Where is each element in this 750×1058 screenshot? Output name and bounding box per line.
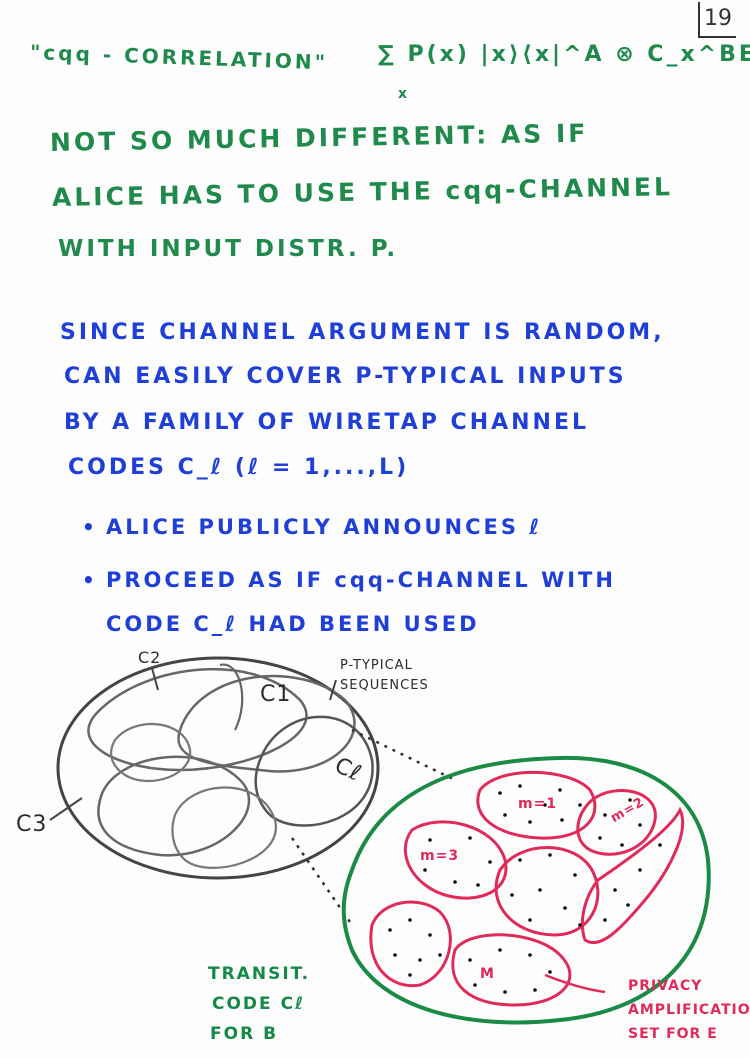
blob-m2 [576, 788, 657, 856]
blob-left [369, 900, 452, 988]
label-c3: C3 [16, 812, 48, 837]
code-set-c5 [110, 722, 192, 783]
c3-pointer [49, 797, 83, 821]
ptypical-pointer [329, 679, 337, 701]
blue-line-1: SINCE CHANNEL ARGUMENT IS RANDOM, [60, 320, 665, 345]
transit-line-2: CODE Cℓ [212, 994, 306, 1014]
privacy-line-1: PRIVACY [628, 978, 703, 994]
page-number: 19 [698, 2, 736, 38]
transit-line-3: FOR B [210, 1024, 279, 1044]
privacy-pointer [544, 973, 606, 994]
c2-pointer [151, 667, 159, 691]
blob-bottom-M [451, 933, 572, 1007]
blue-line-4: CODES C_ℓ (ℓ = 1,...,L) [68, 455, 410, 480]
bullet-2: PROCEED AS IF cqq-CHANNEL WITH [106, 568, 616, 592]
code-set-c6 [219, 663, 244, 731]
formula: ∑ P(x) |x⟩⟨x|^A ⊗ C_x^BE [378, 42, 750, 67]
label-m1: m=1 [518, 796, 558, 812]
label-c1: C1 [260, 682, 292, 707]
code-set-cl [254, 715, 374, 827]
code-set-c4 [171, 786, 277, 869]
blob-right-arm [580, 806, 685, 945]
privacy-line-2: AMPLIFICATION [628, 1002, 750, 1018]
privacy-line-3: SET FOR E [628, 1026, 718, 1042]
zoomed-code-set [341, 755, 711, 1025]
zoom-line-top [351, 728, 456, 782]
bullet-dot-2: • [82, 568, 98, 592]
blob-center [494, 846, 600, 937]
green-line-3: WITH INPUT DISTR. P. [58, 236, 399, 262]
blob-m1 [476, 770, 597, 840]
bullet-dot-1: • [82, 515, 98, 539]
label-c2: C2 [138, 648, 162, 667]
code-set-c3 [97, 755, 251, 857]
label-m3: m=3 [420, 848, 460, 864]
label-M: M [480, 966, 495, 982]
blue-line-3: BY A FAMILY OF WIRETAP CHANNEL [64, 410, 590, 435]
code-set-c2 [87, 667, 308, 772]
sum-index: x [398, 86, 411, 102]
transit-line-1: TRANSIT. [208, 964, 311, 984]
blue-line-2: CAN EASILY COVER P-TYPICAL INPUTS [64, 364, 627, 389]
ptypical-set-outline [56, 656, 380, 880]
bullet-1: ALICE PUBLICLY ANNOUNCES ℓ [106, 515, 543, 539]
bullet-2-cont: CODE C_ℓ HAD BEEN USED [106, 612, 480, 636]
label-ptypical: P-TYPICAL SEQUENCES [340, 658, 429, 693]
